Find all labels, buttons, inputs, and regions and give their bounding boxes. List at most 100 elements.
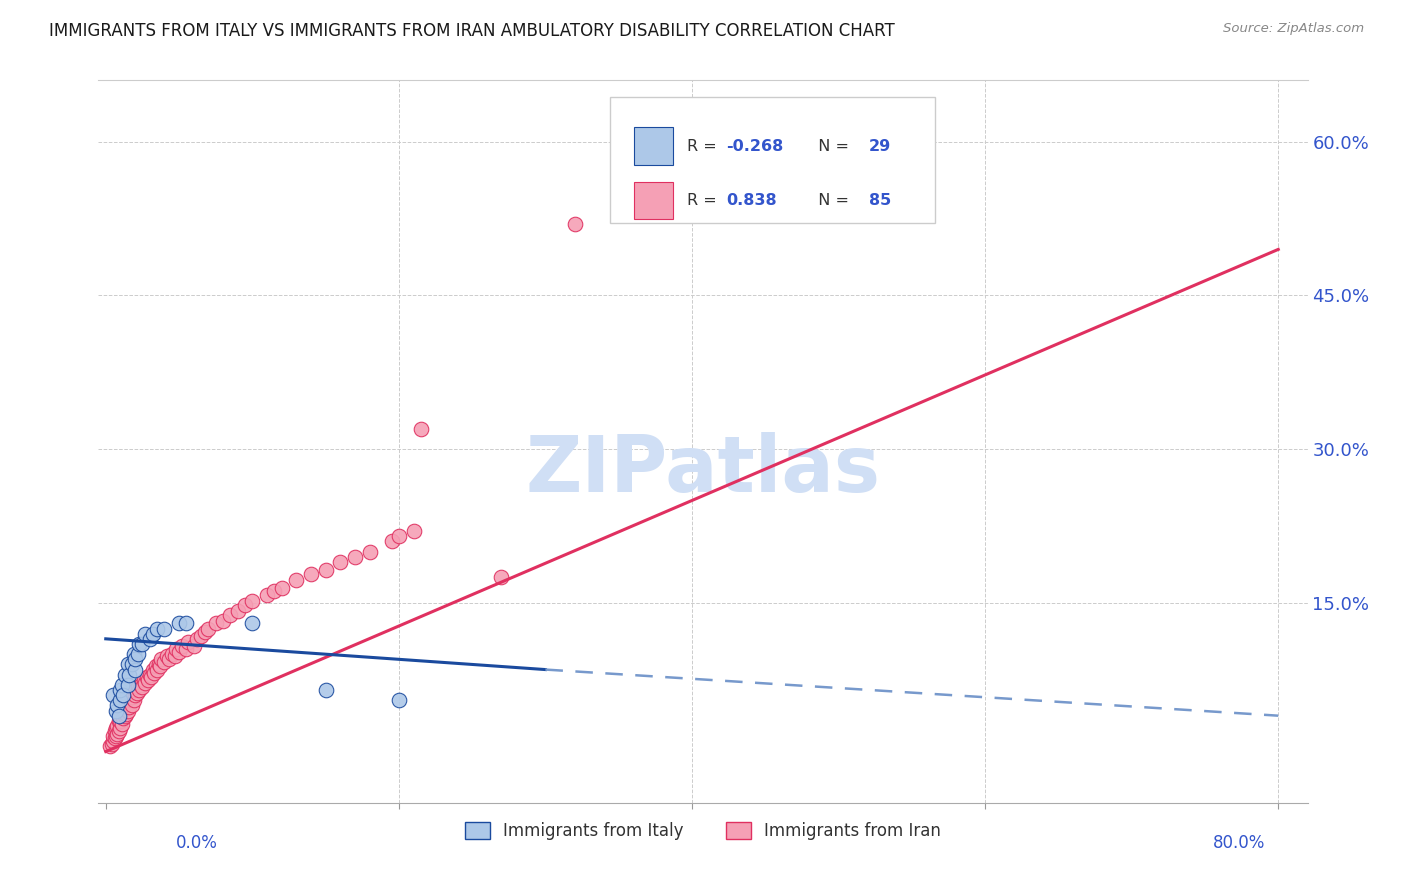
Point (100, 738, 122, 752)
Text: R =: R = (688, 193, 727, 208)
Point (141, 670, 163, 684)
Point (121, 690, 143, 705)
Point (105, 729, 128, 743)
Point (388, 529, 411, 543)
Point (138, 632, 160, 646)
Point (114, 667, 136, 681)
Point (233, 598, 256, 612)
Point (110, 683, 132, 698)
Point (142, 663, 165, 677)
Point (129, 678, 152, 692)
FancyBboxPatch shape (610, 97, 935, 223)
Point (110, 721, 132, 735)
Point (153, 622, 176, 636)
Point (114, 700, 136, 714)
Point (142, 626, 165, 640)
Point (122, 647, 145, 661)
Point (388, 693, 411, 707)
Point (98, 739, 121, 754)
Point (118, 700, 141, 714)
Point (263, 583, 285, 598)
Point (107, 727, 129, 741)
Point (121, 698, 143, 713)
Point (564, 217, 586, 231)
Point (101, 688, 124, 702)
Point (197, 622, 219, 636)
Bar (634, 128, 673, 165)
Point (359, 545, 381, 559)
Point (135, 670, 157, 684)
Point (402, 524, 425, 539)
Text: 0.0%: 0.0% (176, 834, 218, 852)
Text: 29: 29 (869, 139, 891, 153)
Text: N =: N = (808, 139, 855, 153)
Point (118, 667, 141, 681)
Point (101, 729, 124, 743)
Point (190, 629, 212, 643)
Point (219, 608, 242, 623)
Point (176, 642, 198, 657)
Point (112, 704, 135, 718)
Point (149, 659, 172, 673)
Legend: Immigrants from Italy, Immigrants from Iran: Immigrants from Italy, Immigrants from I… (457, 814, 949, 848)
Point (240, 594, 263, 608)
Point (105, 704, 128, 718)
Point (111, 717, 134, 731)
Point (124, 688, 146, 702)
Point (124, 663, 146, 677)
Point (315, 683, 337, 698)
Point (299, 567, 322, 582)
Point (122, 693, 145, 707)
Point (112, 711, 135, 725)
Point (120, 693, 142, 707)
Point (111, 706, 134, 721)
Point (150, 652, 173, 666)
Point (117, 704, 139, 718)
Point (107, 719, 129, 733)
Point (285, 574, 308, 588)
Point (160, 647, 183, 661)
Point (167, 645, 190, 659)
Point (110, 693, 132, 707)
Point (127, 647, 149, 661)
Point (108, 708, 131, 723)
Point (134, 626, 156, 640)
Point (107, 698, 129, 713)
Point (117, 698, 139, 713)
Point (110, 708, 132, 723)
Point (143, 665, 166, 680)
Point (183, 639, 205, 653)
Point (125, 686, 148, 700)
Point (167, 616, 190, 631)
Point (153, 656, 176, 670)
Text: -0.268: -0.268 (725, 139, 783, 153)
Point (256, 588, 278, 602)
Point (138, 667, 160, 681)
Point (343, 549, 366, 564)
Point (177, 635, 200, 649)
Text: Source: ZipAtlas.com: Source: ZipAtlas.com (1223, 22, 1364, 36)
Point (131, 637, 153, 651)
Point (491, 570, 513, 584)
Point (157, 652, 180, 666)
Point (170, 639, 193, 653)
Point (117, 657, 139, 672)
Point (110, 714, 132, 728)
Point (270, 581, 292, 595)
Point (114, 708, 136, 723)
Point (124, 652, 146, 666)
Point (380, 534, 402, 549)
Point (134, 676, 156, 690)
Point (127, 680, 149, 694)
Point (145, 659, 167, 673)
Point (132, 673, 155, 687)
Point (108, 724, 131, 739)
Point (105, 721, 128, 735)
Point (163, 649, 186, 664)
Point (128, 637, 150, 651)
Point (240, 616, 263, 631)
Point (165, 642, 187, 657)
Text: 0.838: 0.838 (725, 193, 776, 208)
Point (186, 632, 208, 646)
Point (146, 622, 169, 636)
